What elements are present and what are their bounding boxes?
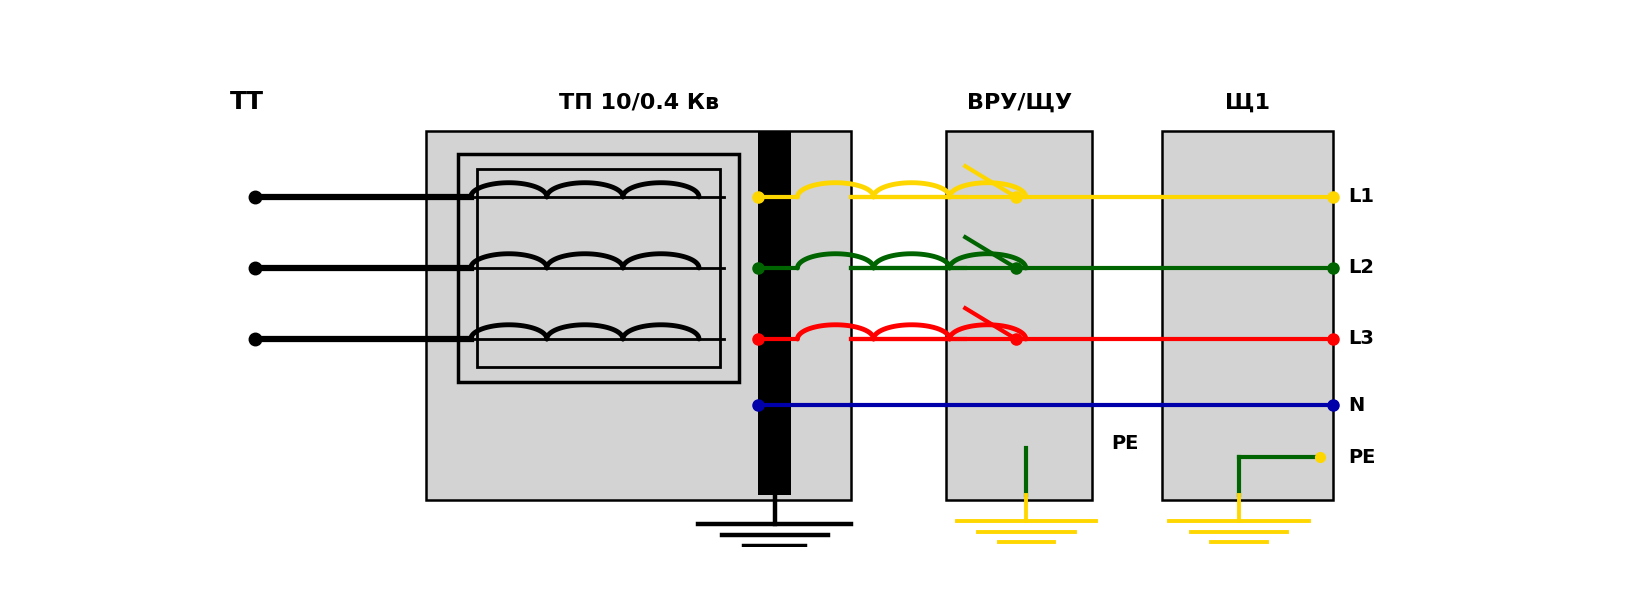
Bar: [478, 169, 720, 367]
Text: ТП 10/0.4 Кв: ТП 10/0.4 Кв: [558, 92, 718, 112]
Text: N: N: [1348, 396, 1364, 415]
Text: PE: PE: [1348, 448, 1376, 467]
Text: L3: L3: [1348, 330, 1374, 349]
Text: L1: L1: [1348, 188, 1374, 207]
Text: Щ1: Щ1: [1225, 92, 1270, 112]
Bar: [458, 154, 739, 381]
Text: L2: L2: [1348, 258, 1374, 277]
Text: PE: PE: [1111, 434, 1139, 453]
Bar: [946, 130, 1093, 500]
Text: ТТ: ТТ: [229, 90, 263, 114]
Bar: [1162, 130, 1333, 500]
Text: ВРУ/ЩУ: ВРУ/ЩУ: [967, 92, 1072, 112]
Bar: [757, 130, 792, 495]
Bar: [427, 130, 851, 500]
